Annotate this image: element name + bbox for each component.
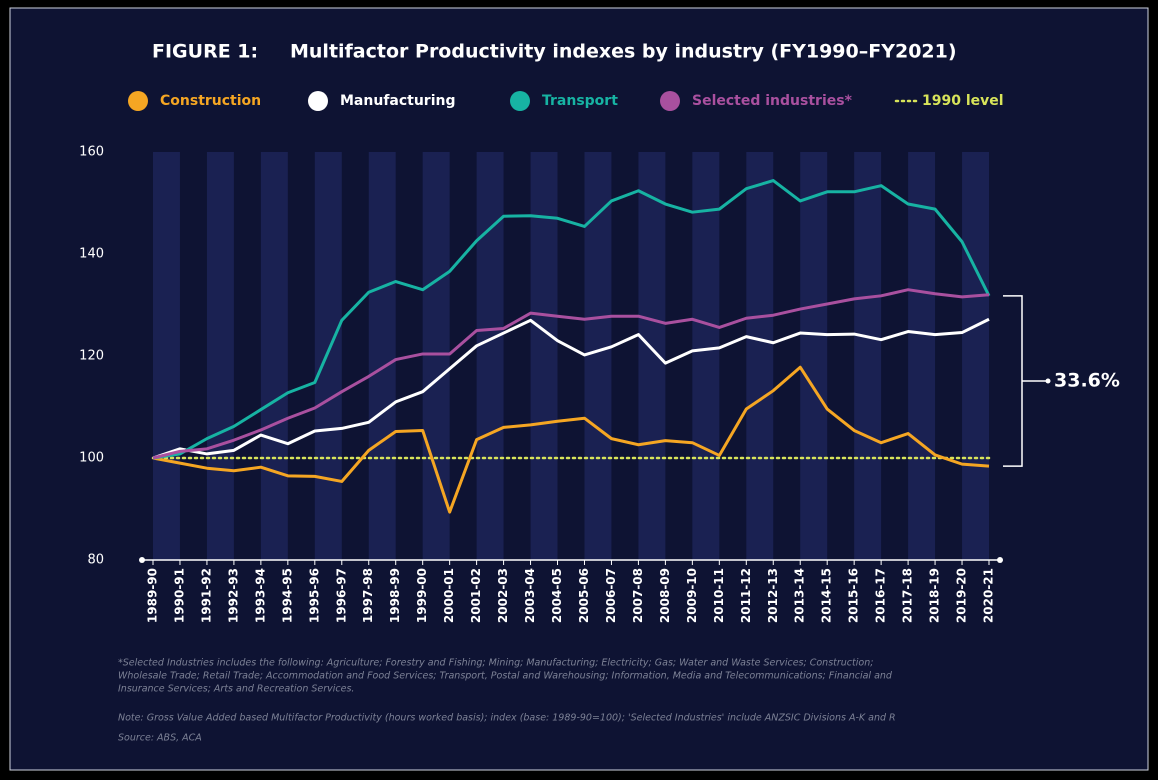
x-tick-label: 1993-94 [253,568,267,623]
band [746,152,774,560]
x-tick-label: 2018-19 [928,568,942,623]
x-tick-label: 2010-11 [712,568,726,623]
x-tick-label: 1991-92 [199,568,213,623]
x-tick-label: 1995-96 [307,568,321,623]
band [314,152,342,560]
band [153,152,180,560]
band [260,152,288,560]
series-line [152,365,990,514]
x-tick-label: 2012-13 [766,568,780,623]
band [584,152,612,560]
axis-end [139,557,145,563]
x-tick-label: 1998-99 [388,568,402,623]
band [422,152,450,560]
series-line [152,317,990,460]
legend-label: 1990 level [922,93,1004,109]
legend-label: Transport [542,93,618,109]
x-tick-label: 2011-12 [739,568,753,623]
axis-end [997,557,1003,563]
footnote: Insurance Services; Arts and Recreation … [118,684,354,695]
x-tick-label: 2014-15 [820,568,834,623]
x-tick-label: 2005-06 [577,568,591,623]
chart-title: Multifactor Productivity indexes by indu… [290,41,957,63]
x-tick-label: 1992-93 [226,568,240,623]
x-tick-label: 1989-90 [146,568,160,623]
x-tick-label: 2013-14 [793,568,807,623]
series-line [152,288,990,460]
band [530,152,558,560]
x-tick-label: 2006-07 [604,568,618,623]
x-tick-label: 2000-01 [442,568,456,623]
band [962,152,989,560]
band [368,152,396,560]
source: Source: ABS, ACA [118,733,202,744]
x-tick-label: 2007-08 [631,568,645,623]
legend-label: Construction [160,93,261,109]
footnote: *Selected Industries includes the follow… [118,658,873,669]
x-tick-label: 2003-04 [523,568,537,623]
legend-swatch [308,91,328,111]
x-tick-label: 1999-00 [415,568,429,623]
x-tick-label: 2015-16 [847,568,861,623]
y-tick-label: 140 [79,247,104,262]
bracket-dot [1045,378,1051,384]
x-tick-label: 2001-02 [469,568,483,623]
legend-swatch [510,91,530,111]
x-tick-label: 2002-03 [496,568,510,623]
band [476,152,504,560]
band [206,152,234,560]
band [800,152,828,560]
legend-label: Selected industries* [692,93,853,109]
y-tick-label: 160 [79,145,104,160]
x-tick-label: 1994-95 [280,568,294,623]
x-tick-label: 2016-17 [874,568,888,623]
x-tick-label: 2009-10 [685,568,699,623]
bracket [1003,295,1048,467]
x-tick-label: 2019-20 [955,568,969,623]
x-tick-label: 1997-98 [361,568,375,623]
legend-label: Manufacturing [340,93,456,109]
series-line [152,179,991,460]
legend-swatch [660,91,680,111]
footnote: Wholesale Trade; Retail Trade; Accommoda… [118,671,893,682]
figure-label: FIGURE 1: [152,41,258,63]
x-tick-label: 2017-18 [901,568,915,623]
x-tick-label: 1990-91 [172,568,186,623]
band [638,152,666,560]
band [908,152,936,560]
y-tick-label: 120 [79,349,104,364]
x-tick-label: 2020-21 [982,568,996,623]
panel [9,7,1149,771]
band [854,152,882,560]
x-tick-label: 2008-09 [658,568,672,623]
x-tick-label: 2004-05 [550,568,564,623]
band [692,152,720,560]
annotation: 33.6% [1054,369,1120,391]
y-tick-label: 80 [87,553,104,568]
y-tick-label: 100 [79,451,104,466]
note: Note: Gross Value Added based Multifacto… [118,713,896,724]
legend-swatch [128,91,148,111]
x-tick-label: 1996-97 [334,568,348,623]
